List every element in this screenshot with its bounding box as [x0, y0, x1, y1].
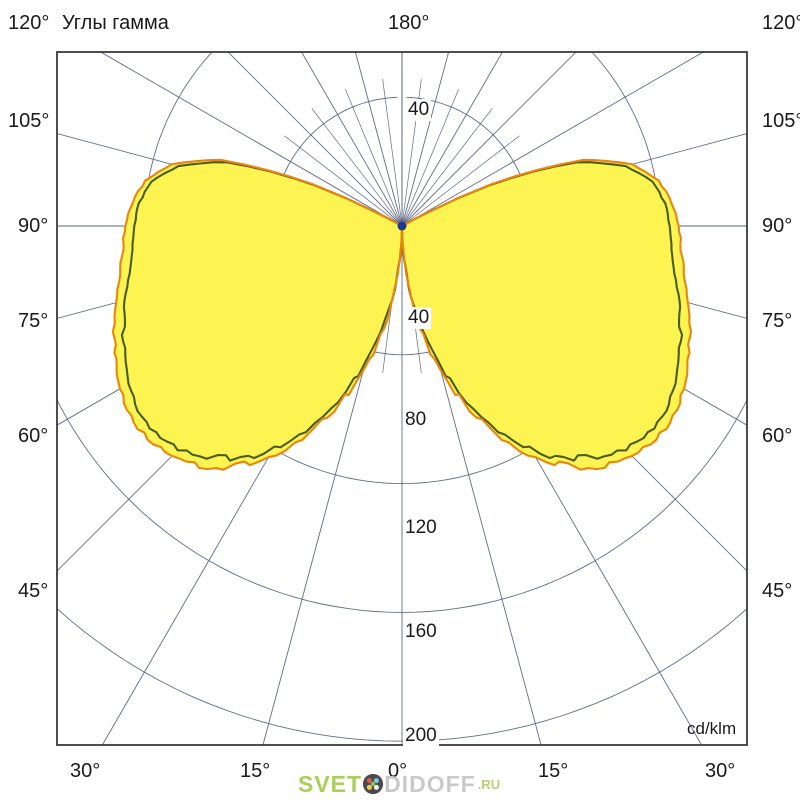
angle-label-right-60: 60°	[762, 425, 793, 447]
angle-label-top-180: 180°	[388, 12, 430, 34]
radial-label-200: 200	[403, 725, 439, 747]
angle-label-left-120: 120°	[8, 12, 50, 34]
page-title: Углы гамма	[62, 12, 169, 34]
angle-label-bottom-right-30: 30°	[705, 760, 736, 782]
angle-label-bottom-left-30: 30°	[70, 760, 101, 782]
angle-label-left-45: 45°	[18, 580, 49, 602]
radial-label-160: 160	[403, 621, 439, 643]
angle-label-left-60: 60°	[18, 425, 49, 447]
angle-label-bottom-left-15: 15°	[240, 760, 271, 782]
angle-label-left-75: 75°	[18, 310, 49, 332]
angle-label-left-90: 90°	[18, 215, 49, 237]
angle-label-right-90: 90°	[762, 215, 793, 237]
radial-label-up-40: 40	[406, 99, 432, 121]
radial-label-120: 120	[403, 517, 439, 539]
watermark-logo-icon	[363, 774, 384, 794]
radial-label-80: 80	[403, 409, 429, 431]
angle-label-bottom-center-0: 0°	[388, 760, 408, 782]
angle-label-left-105: 105°	[8, 110, 50, 132]
angle-label-bottom-right-15: 15°	[538, 760, 569, 782]
angle-label-right-45: 45°	[762, 580, 793, 602]
radial-label-40: 40	[406, 307, 432, 329]
watermark: SVET DI DOFF .RU	[298, 770, 508, 798]
watermark-part3: DOFF	[409, 770, 476, 797]
angle-label-right-75: 75°	[762, 310, 793, 332]
watermark-suffix: .RU	[477, 776, 501, 792]
angle-label-right-105: 105°	[762, 110, 800, 132]
watermark-part2: DI	[384, 770, 410, 797]
watermark-part1: SVET	[298, 770, 363, 797]
angle-label-right-120: 120°	[762, 12, 800, 34]
unit-label: cd/klm	[687, 719, 737, 738]
